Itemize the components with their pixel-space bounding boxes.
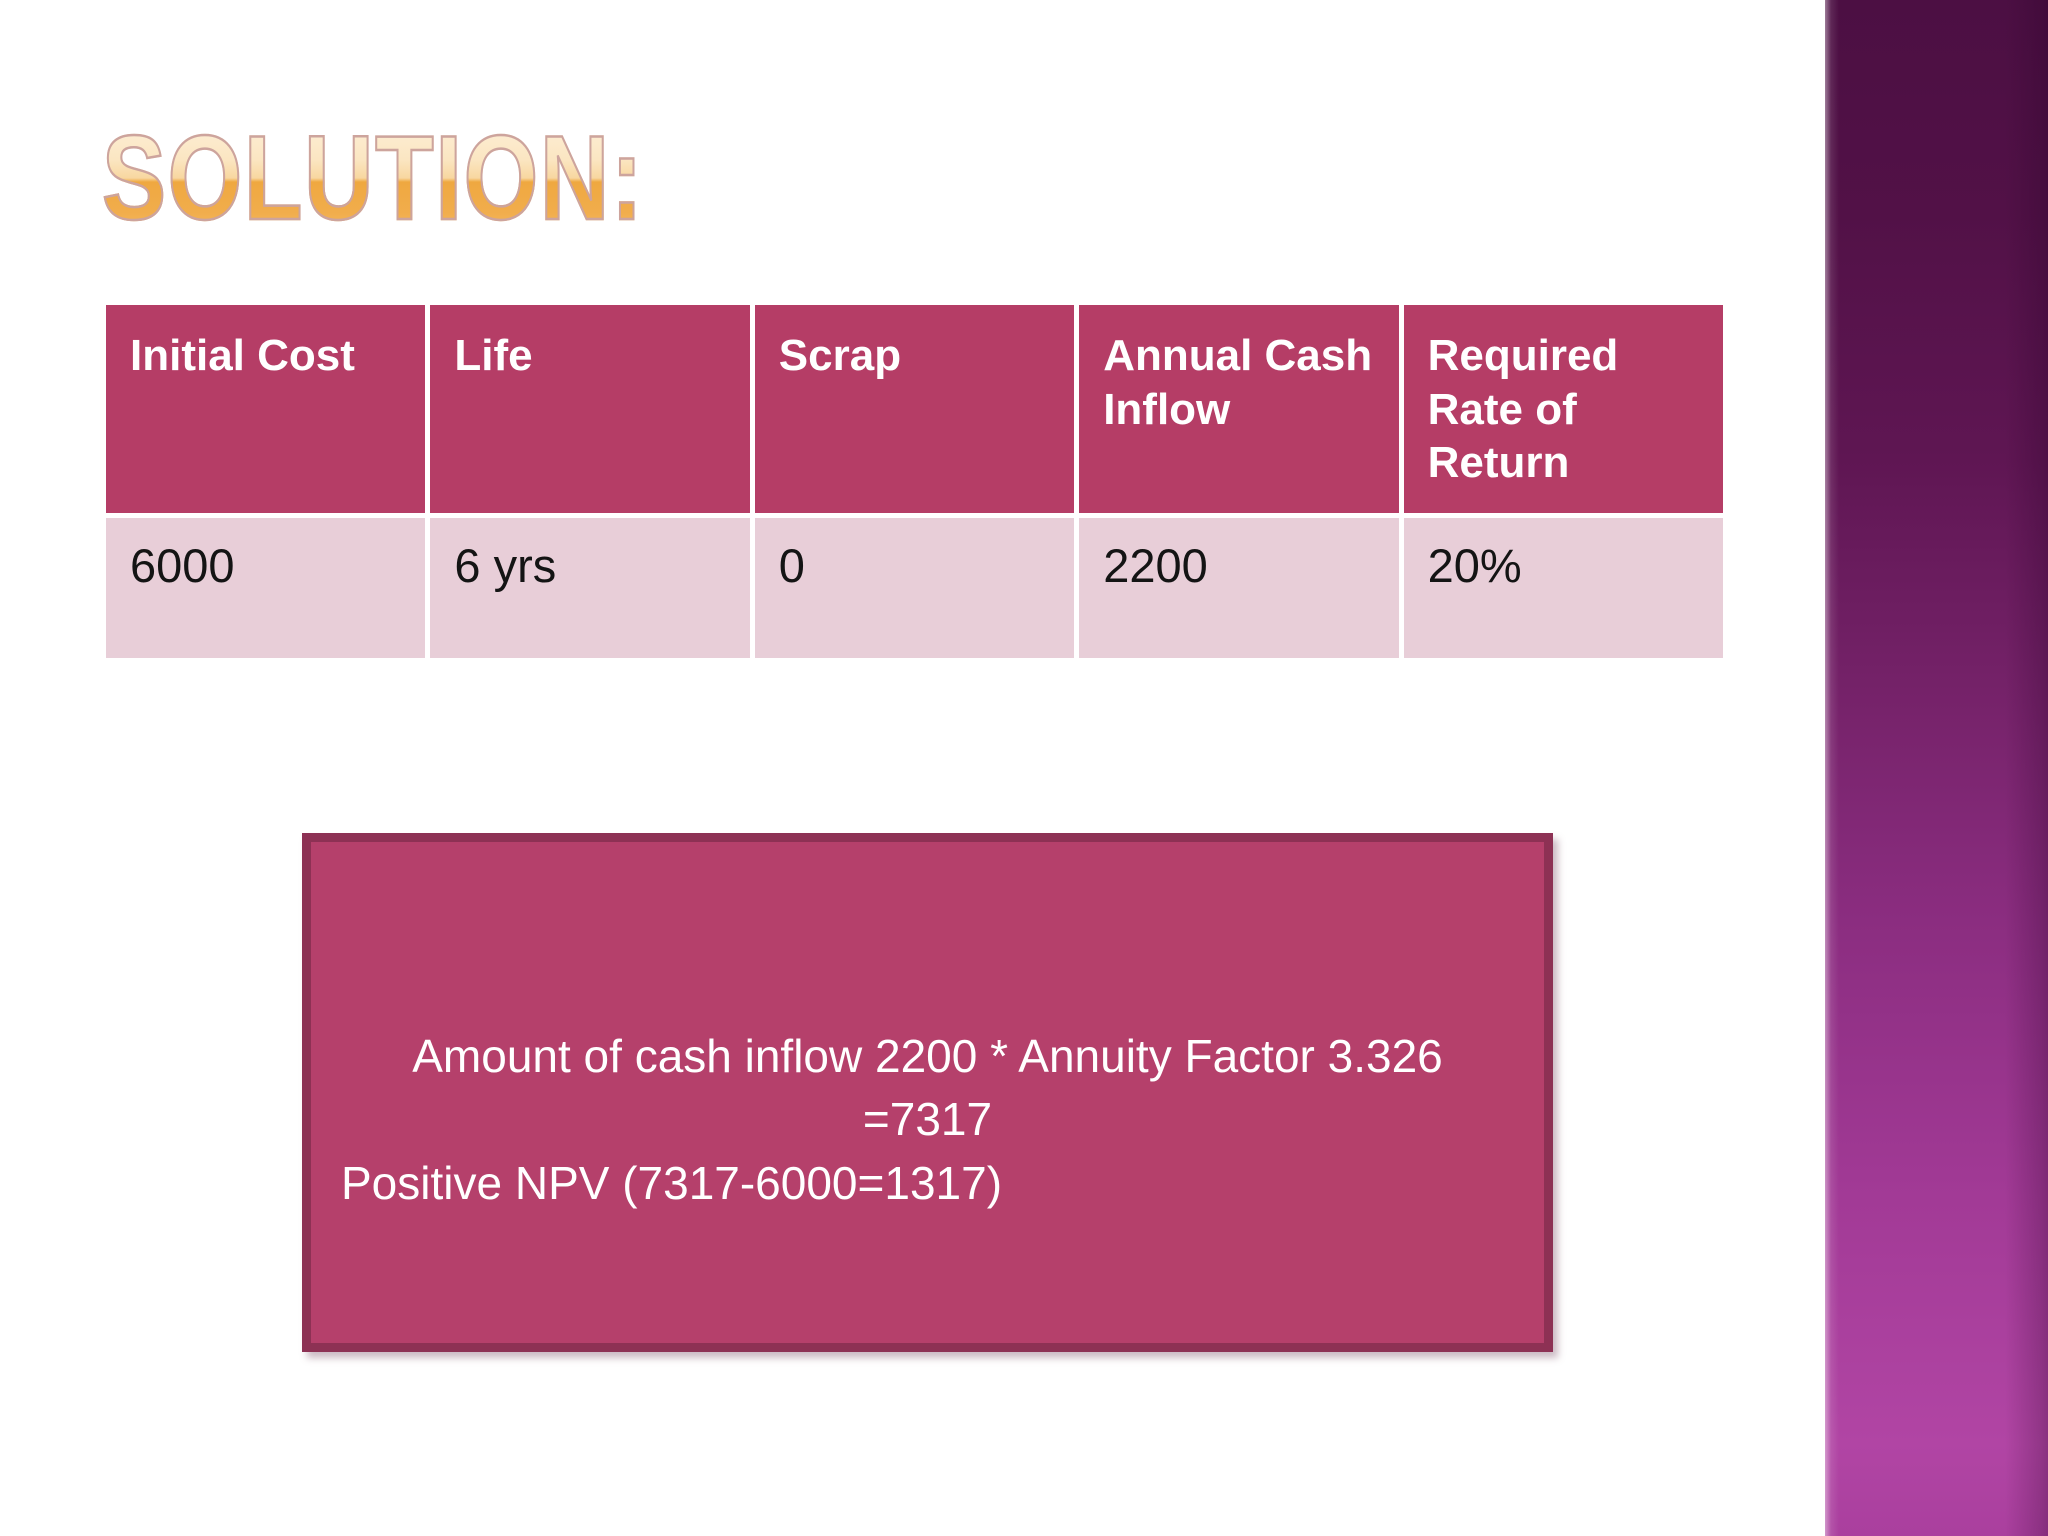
value-cell-life: 6 yrs (430, 518, 750, 658)
solution-callout-box: Amount of cash inflow 2200 * Annuity Fac… (302, 833, 1553, 1352)
decorative-purple-gradient-bar (1825, 0, 2048, 1536)
solution-line-npv: Positive NPV (7317-6000=1317) (341, 1156, 1003, 1209)
header-cell-required-rate-of-return: Required Rate of Return (1403, 305, 1723, 513)
value-cell-initial-cost: 6000 (106, 518, 426, 658)
header-cell-initial-cost: Initial Cost (106, 305, 426, 513)
header-cell-scrap: Scrap (754, 305, 1075, 513)
solution-line-cash-inflow: Amount of cash inflow 2200 * Annuity Fac… (412, 1030, 1443, 1082)
value-cell-required-rate-of-return: 20% (1403, 518, 1723, 658)
slide-title: SOLUTION: (101, 111, 645, 246)
input-data-table: Initial Cost Life Scrap Annual Cash Infl… (106, 305, 1723, 658)
value-cell-scrap: 0 (754, 518, 1075, 658)
value-cell-annual-cash-inflow: 2200 (1079, 518, 1399, 658)
header-cell-annual-cash-inflow: Annual Cash Inflow (1079, 305, 1399, 513)
header-cell-life: Life (430, 305, 750, 513)
solution-line-result: =7317 (862, 1093, 993, 1146)
